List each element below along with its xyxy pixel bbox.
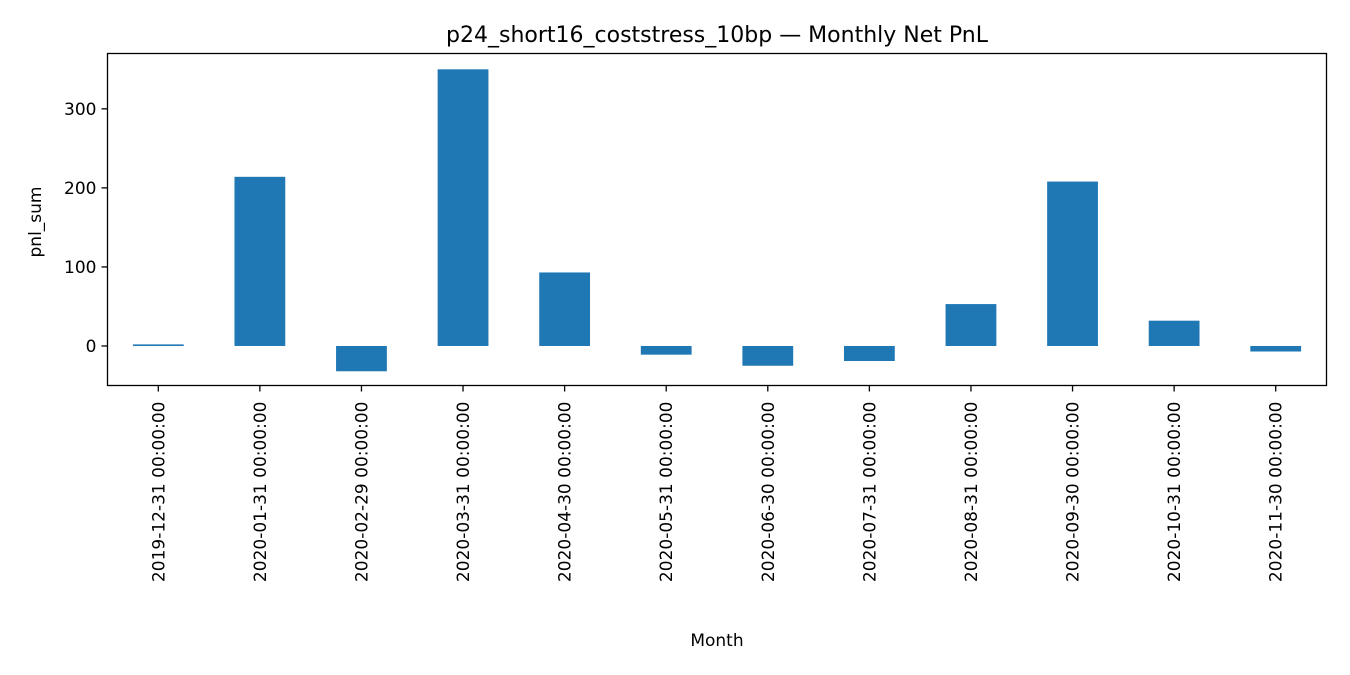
x-axis-label: Month (690, 631, 743, 651)
bar-10 (1148, 320, 1200, 346)
x-tick-label-9: 2020-09-30 00:00:00 (1064, 402, 1084, 583)
y-tick-label-0: 0 (86, 337, 97, 357)
x-tick-label-5: 2020-05-31 00:00:00 (657, 402, 677, 583)
x-tick-label-7: 2020-07-31 00:00:00 (860, 402, 880, 583)
x-tick-label-6: 2020-06-30 00:00:00 (759, 402, 779, 583)
y-tick-label-1: 100 (64, 258, 96, 278)
x-tick-label-1: 2020-01-31 00:00:00 (251, 402, 271, 583)
x-tick-label-8: 2020-08-31 00:00:00 (962, 402, 982, 583)
bar-2 (336, 345, 387, 372)
bar-5 (640, 345, 692, 355)
bar-7 (843, 345, 895, 361)
bar-1 (234, 176, 286, 346)
x-tick-label-10: 2020-10-31 00:00:00 (1165, 402, 1185, 583)
bar-8 (945, 304, 997, 346)
bar-11 (1250, 345, 1302, 352)
x-tick-label-3: 2020-03-31 00:00:00 (454, 402, 474, 583)
x-tick-label-2: 2020-02-29 00:00:00 (352, 402, 372, 583)
bar-0 (132, 344, 184, 346)
plot-frame (106, 52, 1328, 387)
bar-4 (539, 272, 591, 346)
y-axis-label: pnl_sum (26, 187, 46, 258)
y-tick-label-2: 200 (64, 179, 96, 199)
bar-9 (1047, 181, 1098, 346)
x-tick-label-0: 2019-12-31 00:00:00 (149, 402, 169, 583)
x-tick-label-4: 2020-04-30 00:00:00 (556, 402, 576, 583)
x-axis-ticks: 2019-12-31 00:00:00 2020-01-31 00:00:00 20… (149, 385, 1287, 583)
bars-group (132, 69, 1302, 372)
bar-6 (742, 345, 794, 366)
x-tick-label-11: 2020-11-30 00:00:00 (1267, 402, 1287, 583)
y-axis-ticks: 0 100 200 300 (64, 100, 108, 357)
y-tick-label-3: 300 (64, 100, 96, 120)
chart-title: p24_short16_coststress_10bp — Monthly Ne… (446, 23, 989, 48)
bar-3 (437, 69, 489, 346)
